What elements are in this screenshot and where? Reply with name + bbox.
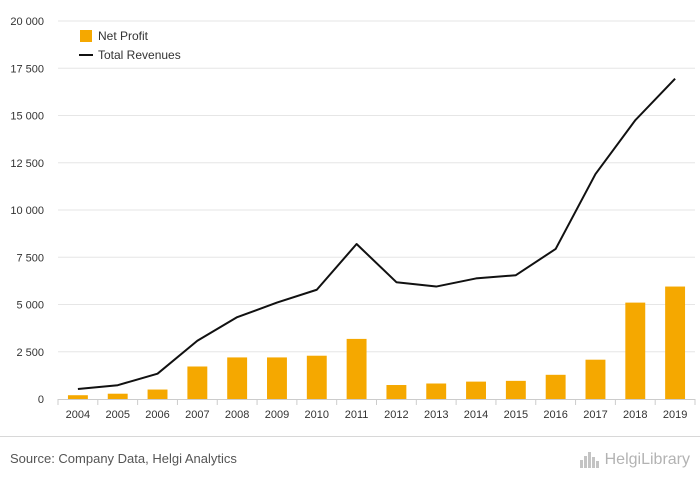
net-profit-bar[interactable] xyxy=(625,302,646,399)
y-tick-label: 17 500 xyxy=(10,63,44,75)
legend: Net Profit Total Revenues xyxy=(79,29,181,62)
net-profit-bar[interactable] xyxy=(545,374,566,399)
net-profit-bar[interactable] xyxy=(426,383,447,399)
x-tick-label: 2006 xyxy=(145,409,169,421)
legend-label-net-profit[interactable]: Net Profit xyxy=(98,29,149,43)
net-profit-bar[interactable] xyxy=(386,385,407,399)
net-profit-bar[interactable] xyxy=(466,381,486,399)
total-revenues-line[interactable] xyxy=(77,77,676,390)
source-note: Source: Company Data, Helgi Analytics xyxy=(10,451,237,466)
x-tick-label: 2014 xyxy=(464,409,488,421)
y-tick-label: 12 500 xyxy=(10,158,44,170)
combo-chart: 0 2 500 5 000 7 500 10 000 12 500 15 000 17 500… xyxy=(10,16,696,421)
x-tick-label: 2015 xyxy=(504,409,528,421)
grid-lines xyxy=(58,20,695,353)
x-tick-label: 2012 xyxy=(384,409,408,421)
total-revenues-line-layer xyxy=(77,77,676,390)
x-tick-label: 2013 xyxy=(424,409,448,421)
chart-area: 0 2 500 5 000 7 500 10 000 12 500 15 000 17 500… xyxy=(10,16,696,421)
footer-divider xyxy=(0,436,700,437)
y-tick-label: 20 000 xyxy=(10,16,44,28)
net-profit-bar[interactable] xyxy=(147,389,168,399)
x-tick-label: 2016 xyxy=(543,409,567,421)
y-tick-label: 10 000 xyxy=(10,205,44,217)
y-tick-label: 15 000 xyxy=(10,111,44,123)
x-tick-label: 2011 xyxy=(345,409,369,421)
helgi-library-logo[interactable]: HelgiLibrary xyxy=(579,449,690,471)
y-tick-label: 2 500 xyxy=(16,347,44,359)
x-tick-label: 2004 xyxy=(66,409,90,421)
y-tick-label: 5 000 xyxy=(16,300,44,312)
net-profit-bar[interactable] xyxy=(665,286,686,399)
net-profit-bar[interactable] xyxy=(67,395,88,399)
x-tick-label: 2008 xyxy=(225,409,249,421)
x-tick-label: 2019 xyxy=(663,409,687,421)
legend-label-total-revenues[interactable]: Total Revenues xyxy=(98,48,181,62)
net-profit-bar[interactable] xyxy=(267,357,287,399)
net-profit-bar[interactable] xyxy=(585,359,606,399)
net-profit-bar[interactable] xyxy=(227,357,248,399)
y-axis: 0 2 500 5 000 7 500 10 000 12 500 15 000 17 500… xyxy=(10,16,44,406)
x-tick-label: 2010 xyxy=(305,409,329,421)
x-tick-label: 2007 xyxy=(185,409,209,421)
y-tick-label: 7 500 xyxy=(16,252,44,264)
x-axis: 2004 2005 2006 2007 2008 2009 2010 2011 2012 2013… xyxy=(57,399,696,421)
skyline-icon xyxy=(579,452,599,468)
net-profit-bar[interactable] xyxy=(187,366,208,399)
x-tick-label: 2009 xyxy=(265,409,289,421)
net-profit-bar[interactable] xyxy=(505,380,526,399)
x-tick-label: 2017 xyxy=(583,409,607,421)
net-profit-bar[interactable] xyxy=(346,338,367,399)
brand-name: HelgiLibrary xyxy=(604,451,690,468)
y-tick-label: 0 xyxy=(38,394,44,406)
net-profit-bar[interactable] xyxy=(306,355,327,399)
legend-swatch-net-profit xyxy=(80,30,92,42)
net-profit-bars xyxy=(67,286,686,399)
x-tick-label: 2018 xyxy=(623,409,647,421)
net-profit-bar[interactable] xyxy=(107,393,128,399)
x-tick-label: 2005 xyxy=(105,409,129,421)
